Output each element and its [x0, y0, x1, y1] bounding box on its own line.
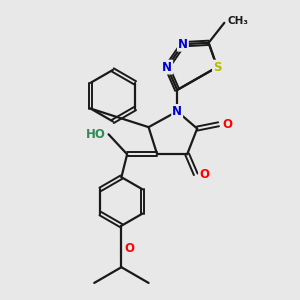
Text: N: N: [178, 38, 188, 51]
Text: S: S: [213, 61, 221, 74]
Text: CH₃: CH₃: [227, 16, 248, 26]
Text: O: O: [199, 168, 209, 181]
Text: O: O: [125, 242, 135, 255]
Text: HO: HO: [86, 128, 106, 141]
Text: N: N: [172, 105, 182, 118]
Text: O: O: [222, 118, 232, 131]
Text: N: N: [162, 61, 172, 74]
